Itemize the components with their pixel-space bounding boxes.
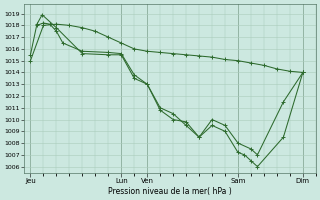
X-axis label: Pression niveau de la mer( hPa ): Pression niveau de la mer( hPa ): [108, 187, 232, 196]
